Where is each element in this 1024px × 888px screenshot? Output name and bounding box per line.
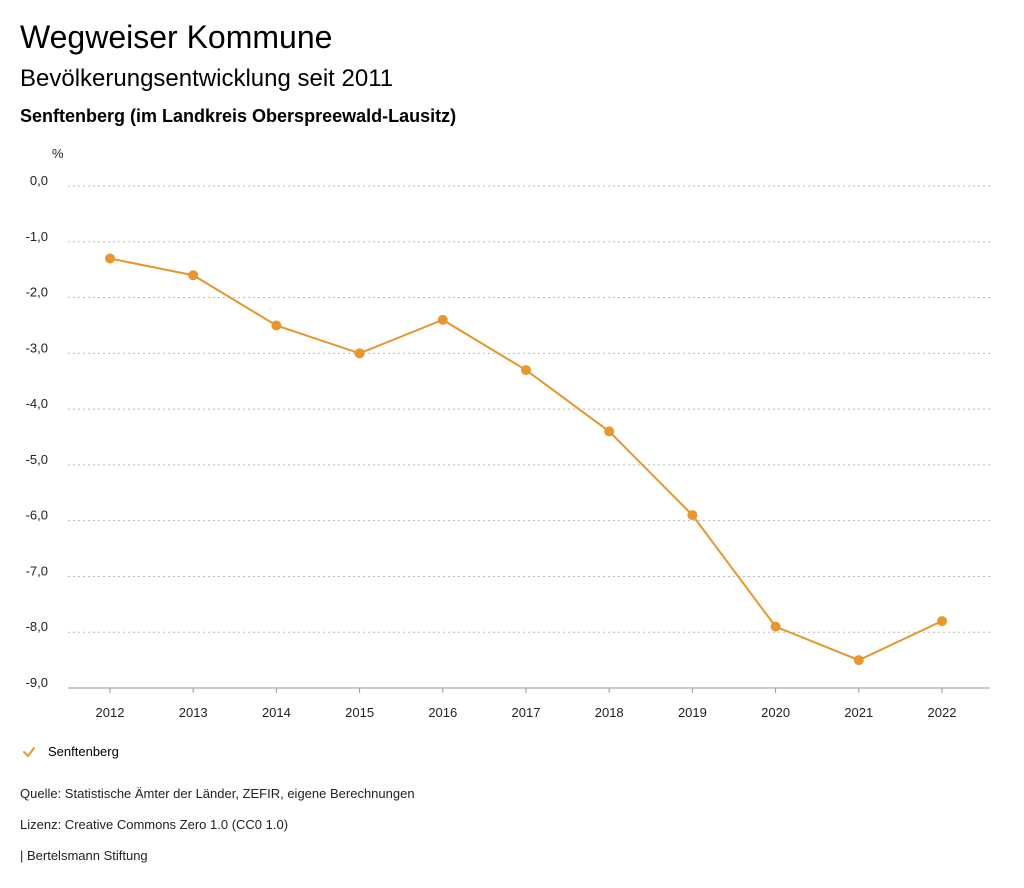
x-tick-label: 2021: [844, 705, 873, 720]
brand-note: | Bertelsmann Stiftung: [20, 848, 148, 863]
x-tick-label: 2020: [761, 705, 790, 720]
y-tick-label: -6,0: [26, 508, 48, 523]
y-tick-label: -2,0: [26, 285, 48, 300]
check-icon: [23, 746, 35, 757]
legend-label: Senftenberg: [48, 744, 119, 759]
x-tick-label: 2019: [678, 705, 707, 720]
x-tick-label: 2013: [179, 705, 208, 720]
legend[interactable]: Senftenberg: [22, 744, 119, 759]
data-point: [354, 348, 365, 359]
y-tick-label: -3,0: [26, 340, 48, 355]
x-tick-label: 2012: [96, 705, 125, 720]
y-tick-label: 0,0: [30, 173, 48, 188]
data-point: [937, 616, 947, 627]
data-point: [271, 320, 282, 331]
y-tick-label: -7,0: [26, 563, 48, 578]
page-title: Wegweiser Kommune: [20, 19, 333, 55]
y-tick-label: -1,0: [26, 229, 48, 244]
x-tick-label: 2018: [595, 705, 624, 720]
y-tick-label: -4,0: [26, 396, 48, 411]
x-tick-label: 2022: [928, 705, 957, 720]
y-tick-label: -9,0: [26, 675, 48, 690]
data-point: [604, 426, 615, 437]
data-point: [770, 621, 781, 632]
data-point: [687, 510, 698, 521]
series-line: [109, 257, 943, 662]
data-point: [188, 270, 199, 281]
x-tick-label: 2014: [262, 705, 291, 720]
data-point: [437, 314, 448, 325]
data-point: [853, 655, 864, 666]
line-chart: % 0,0 -1,0 -2,0 -3,0 -4,0 -5,0 -6,0 -7,0 -8,0 -9,0…: [26, 146, 990, 720]
y-axis-unit-label: %: [52, 146, 64, 161]
data-point: [521, 365, 531, 376]
source-note: Quelle: Statistische Ämter der Länder, Z…: [20, 786, 415, 801]
region-label: Senftenberg (im Landkreis Oberspreewald-…: [20, 106, 457, 126]
data-point: [105, 253, 115, 264]
chart-subtitle: Bevölkerungsentwicklung seit 2011: [20, 65, 394, 92]
x-tick-label: 2015: [345, 705, 374, 720]
y-tick-label: -8,0: [26, 619, 48, 634]
license-note: Lizenz: Creative Commons Zero 1.0 (CC0 1…: [20, 817, 289, 832]
x-tick-label: 2017: [512, 705, 541, 720]
y-tick-label: -5,0: [26, 452, 48, 467]
x-tick-label: 2016: [428, 705, 457, 720]
